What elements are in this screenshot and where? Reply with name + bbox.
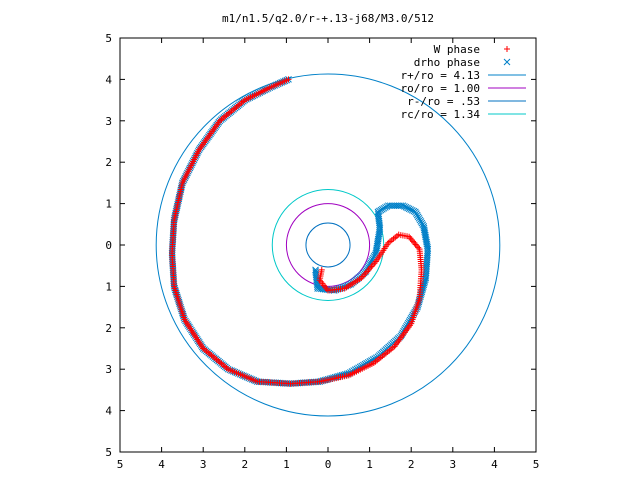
y-tick-label: 1 — [105, 280, 112, 293]
y-tick-label: 3 — [105, 363, 112, 376]
phase-points — [168, 76, 432, 388]
legend-label: r+/ro = 4.13 — [401, 69, 480, 82]
legend-label: W phase — [434, 43, 480, 56]
x-tick-label: 2 — [408, 458, 415, 471]
x-tick-label: 1 — [366, 458, 373, 471]
w-phase-point — [318, 266, 325, 273]
radius-circle — [271, 189, 385, 301]
x-tick-label: 4 — [491, 458, 498, 471]
y-tick-label: 2 — [105, 322, 112, 335]
y-tick-label: 2 — [105, 156, 112, 169]
y-tick-label: 5 — [105, 446, 112, 459]
x-tick-label: 4 — [158, 458, 165, 471]
x-tick-label: 1 — [283, 458, 290, 471]
x-tick-label: 0 — [325, 458, 332, 471]
w-phase-point — [504, 46, 510, 52]
y-tick-label: 3 — [105, 115, 112, 128]
y-tick-label: 1 — [105, 198, 112, 211]
x-tick-label: 3 — [449, 458, 456, 471]
legend-label: ro/ro = 1.00 — [401, 82, 480, 95]
y-tick-label: 4 — [105, 73, 112, 86]
x-tick-label: 5 — [117, 458, 124, 471]
y-tick-label: 5 — [105, 32, 112, 45]
radius-circles — [155, 73, 501, 417]
legend-label: drho phase — [414, 56, 480, 69]
legend-label: rc/ro = 1.34 — [401, 108, 481, 121]
chart-title: m1/n1.5/q2.0/r-+.13-j68/M3.0/512 — [222, 12, 434, 25]
drho-phase-point — [312, 268, 320, 275]
x-tick-label: 2 — [241, 458, 248, 471]
drho-phase-point — [503, 58, 511, 66]
y-tick-label: 0 — [105, 239, 112, 252]
x-tick-label: 3 — [200, 458, 207, 471]
legend-label: r-/ro = .53 — [407, 95, 480, 108]
radius-circle — [155, 73, 501, 417]
drho-phase-point — [312, 266, 319, 274]
radius-circle — [305, 222, 351, 268]
x-tick-label: 5 — [533, 458, 540, 471]
y-tick-label: 4 — [105, 405, 112, 418]
